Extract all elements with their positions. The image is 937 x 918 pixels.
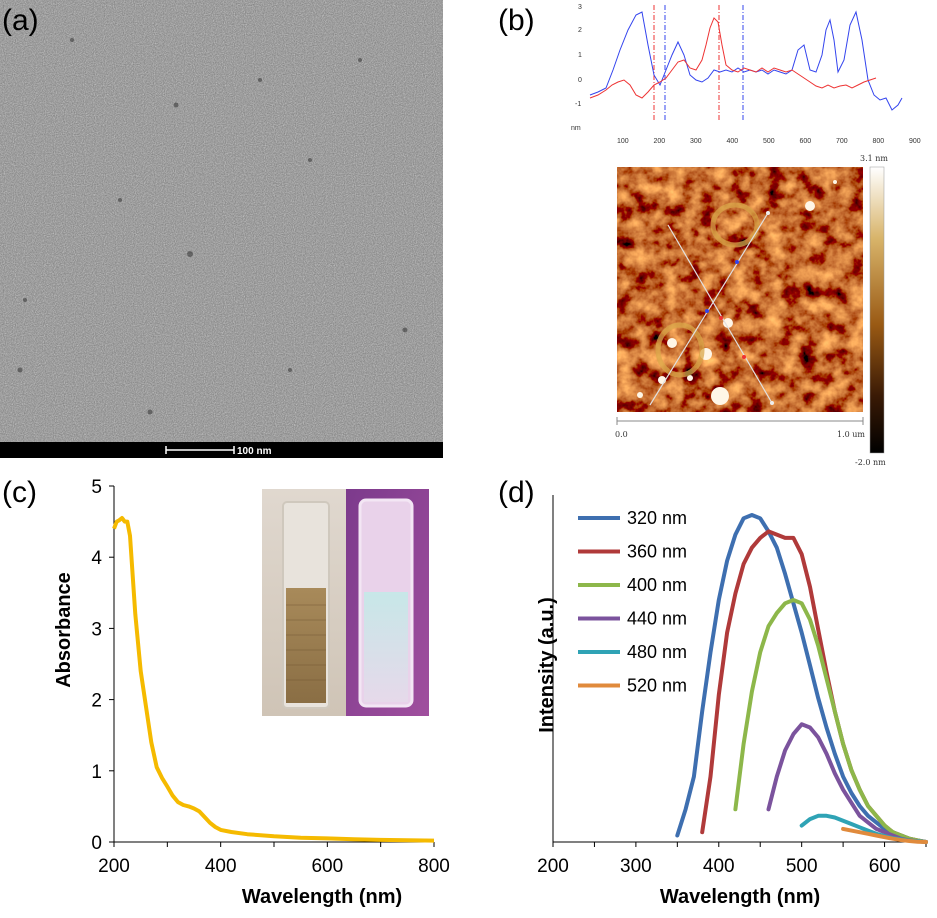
panel-label-b: (b) <box>498 4 535 37</box>
pl-series-line <box>675 513 928 844</box>
panel-b: (b) 3 2 1 0 -1 nm 100 200 300 400 500 600 700 8… <box>498 4 921 467</box>
legend-label: 440 nm <box>627 609 687 629</box>
profile-ytick: 0 <box>578 77 582 84</box>
afm-scale-start: 0.0 <box>615 430 628 439</box>
afm-ring-features <box>655 202 760 378</box>
amber-solution <box>286 588 326 703</box>
afm-bright-features <box>637 180 837 405</box>
d-x-tick-label: 500 <box>786 856 818 877</box>
c-x-tick-label: 200 <box>98 856 130 877</box>
profile-xtick: 500 <box>763 138 775 145</box>
legend-label: 400 nm <box>627 575 687 595</box>
profile-xunit: nm <box>571 125 581 132</box>
profile-ytick: 2 <box>578 27 582 34</box>
c-x-axis-label: Wavelength (nm) <box>242 886 402 908</box>
panel-a: 100 nm (a) <box>0 0 443 458</box>
profile-ytick: 1 <box>578 52 582 59</box>
cuvette-photo-inset <box>262 489 429 716</box>
d-x-tick-label: 300 <box>620 856 652 877</box>
pl-series-line <box>733 598 928 844</box>
profile-xtick: 600 <box>800 138 812 145</box>
cuvette-stripes <box>286 604 326 681</box>
afm-profile-line-2 <box>667 224 773 404</box>
profile-xtick: 700 <box>836 138 848 145</box>
afm-image <box>617 167 863 412</box>
c-y-axis-label: Absorbance <box>53 572 75 688</box>
legend-label: 480 nm <box>627 642 687 662</box>
profile-xtick: 400 <box>727 138 739 145</box>
tem-image <box>0 0 443 442</box>
legend-label: 320 nm <box>627 508 687 528</box>
tem-particles <box>17 38 408 415</box>
afm-profile-line-1 <box>649 212 769 406</box>
profile-ytick: 3 <box>578 4 582 11</box>
d-y-axis-label: Intensity (a.u.) <box>536 597 558 733</box>
d-x-axis-label: Wavelength (nm) <box>660 886 820 908</box>
d-x-tick-label: 400 <box>703 856 735 877</box>
absorbance-chart: 0 1 2 3 4 5 200 400 600 800 <box>91 477 449 877</box>
panel-d: (d) 200 300 400 500 600 Intensity (a.u.) Wav… <box>498 476 928 908</box>
legend-label: 360 nm <box>627 542 687 562</box>
colorbar-max: 3.1 nm <box>860 154 888 163</box>
fluorescent-solution <box>364 592 408 702</box>
legend-label: 520 nm <box>627 676 687 696</box>
profile-ytick: -1 <box>575 101 581 108</box>
c-y-tick-label: 5 <box>91 477 102 498</box>
pl-legend: 320 nm 360 nm 400 nm 440 nm 480 nm 520 nm <box>578 508 687 696</box>
panel-label-c: (c) <box>2 476 37 509</box>
c-y-tick-label: 3 <box>91 619 102 640</box>
c-y-tick-label: 0 <box>91 833 102 854</box>
pl-chart: 200 300 400 500 600 <box>537 495 928 877</box>
scale-bar-label: 100 nm <box>237 446 272 457</box>
profile-xtick: 200 <box>654 138 666 145</box>
profile-xtick: 100 <box>617 138 629 145</box>
pl-series-line <box>841 826 928 844</box>
profile-xtick: 300 <box>690 138 702 145</box>
panel-c: (c) 0 1 2 3 4 5 200 400 600 800 Absorbance Wavele… <box>2 476 450 908</box>
d-x-tick-label: 600 <box>869 856 901 877</box>
c-y-tick-label: 4 <box>91 548 102 569</box>
c-x-tick-label: 600 <box>311 856 343 877</box>
height-profile: 3 2 1 0 -1 nm 100 200 300 400 500 600 700 800 90… <box>571 4 921 145</box>
c-x-tick-label: 400 <box>205 856 237 877</box>
c-y-tick-label: 1 <box>91 762 102 783</box>
c-y-tick-label: 2 <box>91 691 102 712</box>
colorbar-min: -2.0 nm <box>855 458 886 467</box>
absorbance-series-line <box>112 516 435 843</box>
c-x-tick-label: 800 <box>418 856 450 877</box>
panel-label-d: (d) <box>498 476 535 509</box>
profile-xtick: 800 <box>873 138 885 145</box>
afm-colorbar <box>869 166 885 454</box>
d-x-tick-label: 200 <box>537 856 569 877</box>
profile-line-red <box>589 17 877 99</box>
profile-xtick: 900 <box>909 138 921 145</box>
panel-label-a: (a) <box>2 4 39 37</box>
afm-scale-end: 1.0 um <box>837 430 865 439</box>
profile-xticks: 100 200 300 400 500 600 700 800 900 <box>617 138 921 145</box>
